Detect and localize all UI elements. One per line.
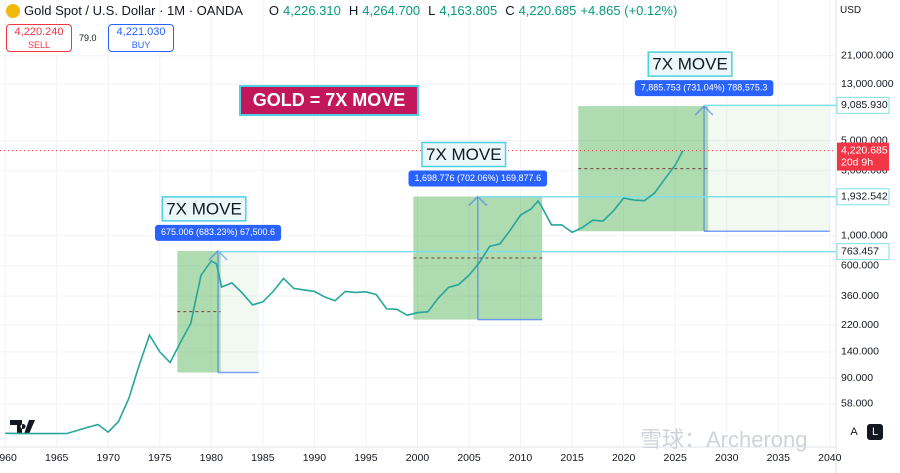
y-tick-label: 21,000.000 (841, 50, 894, 62)
measure-title: 7X MOVE (166, 199, 242, 218)
measure-label: 675.006 (683.23%) 67,500.6 (161, 227, 275, 237)
measure-title-box (421, 141, 507, 168)
spread: 79.0 (79, 33, 97, 43)
last-price-tag (837, 142, 889, 171)
headline: GOLD = 7X MOVE (253, 90, 406, 110)
auto-scale-button[interactable]: A (850, 426, 858, 438)
currency-selector[interactable]: USD (840, 5, 862, 16)
x-tick-label: 1975 (148, 452, 172, 464)
last-price-label: 4,220.685 (841, 144, 888, 156)
y-tick-label: 13,000.000 (841, 78, 894, 90)
tradingview-logo (10, 420, 35, 434)
ohlc-value: 4,220.685 (518, 3, 577, 18)
price-line (5, 150, 684, 435)
y-tick-label: 1,000.000 (841, 229, 888, 241)
buy-label: BUY (131, 40, 151, 50)
x-tick-label: 1985 (251, 452, 275, 464)
measure-arrowhead (694, 105, 714, 116)
buy-button[interactable]: 4,221.030 BUY (108, 24, 174, 52)
sell-price: 4,220.240 (14, 26, 64, 38)
measure-label-group: 675.006 (683.23%) 67,500.6 7X MOVE (154, 196, 282, 241)
x-tick-label: 1980 (200, 452, 224, 464)
x-tick-label: 2025 (664, 452, 688, 464)
x-tick-label: 1960 (0, 452, 17, 464)
x-tick-label: 2010 (509, 452, 533, 464)
x-tick-label: 2005 (457, 452, 481, 464)
ohlc-value: 4,264.700 (362, 3, 421, 18)
y-tick-label: 360.000 (841, 290, 879, 302)
x-tick-label: 1965 (45, 452, 69, 464)
headline-box (239, 85, 419, 116)
symbol-title[interactable]: Gold Spot / U.S. Dollar · 1M · OANDA (24, 3, 243, 18)
measure-title: 7X MOVE (426, 145, 502, 164)
ohlc-key: H (348, 3, 359, 18)
y-tick-label: 58.000 (841, 398, 873, 410)
measure-extension (708, 106, 830, 232)
measure-label: 1,698.776 (702.06%) 169,877.6 (414, 173, 541, 183)
ohlc-value: 4,163.805 (439, 3, 498, 18)
change: +4.865 (+0.12%) (580, 3, 678, 18)
header: Gold Spot / U.S. Dollar · 1M · OANDA O 4,… (6, 3, 677, 18)
buy-price: 4,221.030 (116, 26, 166, 38)
x-tick-label: 2015 (560, 452, 584, 464)
x-tick-label: 1995 (354, 452, 378, 464)
x-tick-label: 2040 (818, 452, 842, 464)
level-tag (836, 96, 890, 114)
x-tick-label: 2000 (406, 452, 430, 464)
measure-arrowhead (208, 249, 228, 261)
x-tick-label: 2035 (767, 452, 791, 464)
ohlc-key: C (505, 3, 515, 18)
level-tag (836, 243, 890, 261)
symbol-icon (6, 3, 20, 18)
sell-button[interactable]: 4,220.240 SELL (6, 24, 72, 52)
watermark: 雪球：Archerong (640, 427, 808, 452)
measure-label-group: 1,698.776 (702.06%) 169,877.6 7X MOVE (408, 141, 548, 187)
y-tick-label: 600.000 (841, 260, 879, 272)
x-tick-label: 1990 (303, 452, 327, 464)
level-tag-label: 763.457 (841, 245, 879, 257)
level-tag-label: 9,085.930 (841, 99, 888, 111)
measure-label-box (154, 224, 282, 241)
measure-label: 7,885.753 (731.04%) 788,575.3 (641, 82, 768, 92)
ohlc-key: L (428, 3, 436, 18)
measure-title-box (161, 196, 247, 222)
sell-label: SELL (27, 40, 51, 50)
x-tick-label: 2020 (612, 452, 636, 464)
x-tick-label: 1970 (97, 452, 121, 464)
x-tick-label: 2030 (715, 452, 739, 464)
ohlc-key: O (268, 3, 280, 18)
measure-title: 7X MOVE (652, 55, 728, 74)
measure-title-box (647, 51, 733, 77)
level-tag-label: 1,932.542 (841, 191, 888, 203)
measure-label-box (634, 80, 774, 97)
ohlc-value: 4,226.310 (283, 3, 341, 18)
measure-label-box (408, 170, 548, 187)
measure-label-group: 7,885.753 (731.04%) 788,575.3 7X MOVE (634, 51, 774, 97)
log-scale-button[interactable]: L (867, 424, 883, 440)
countdown-label: 20d 9h (841, 156, 873, 168)
level-tag (836, 188, 890, 206)
y-tick-label: 220.000 (841, 319, 879, 331)
measure-extension (220, 250, 259, 373)
y-tick-label: 140.000 (841, 346, 879, 358)
y-tick-label: 90.000 (841, 372, 873, 384)
